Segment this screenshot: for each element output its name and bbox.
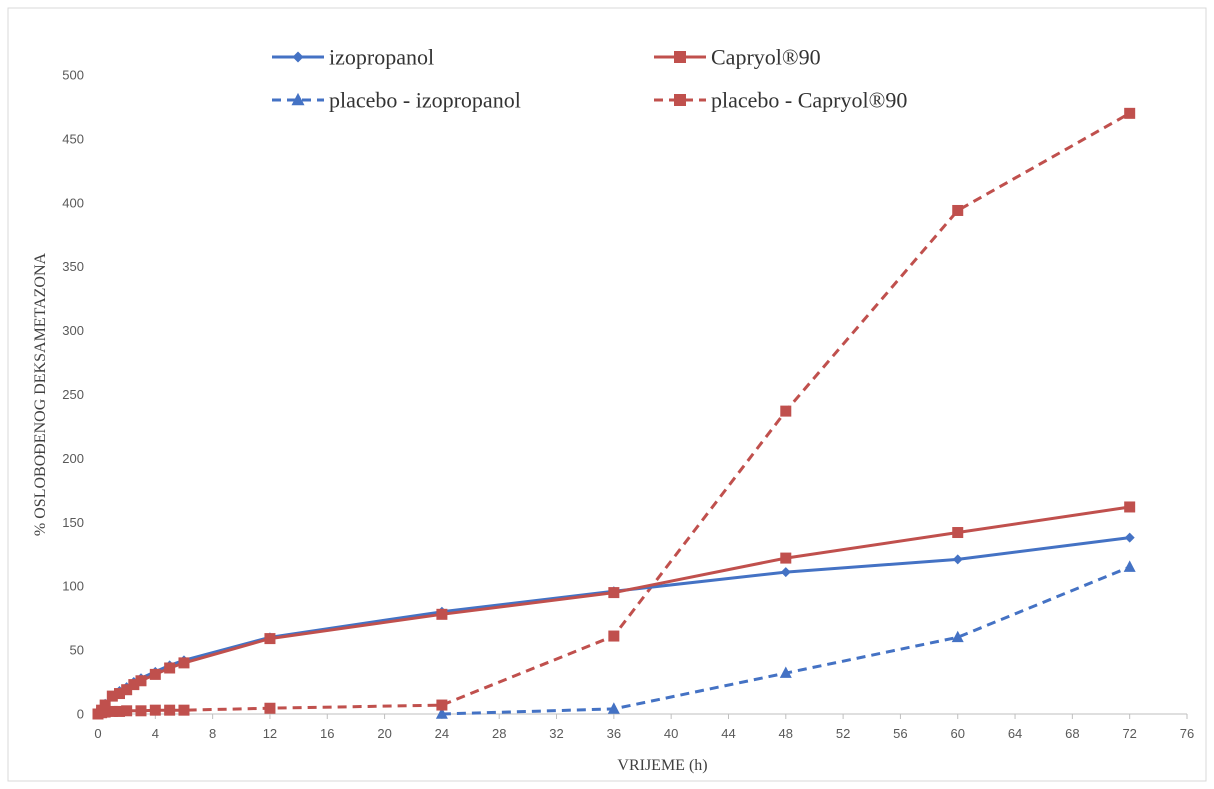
square-marker — [149, 668, 161, 680]
x-tick-label: 28 — [492, 726, 506, 741]
y-tick-label: 150 — [62, 515, 84, 530]
x-tick-label: 32 — [549, 726, 563, 741]
x-tick-label: 56 — [893, 726, 907, 741]
legend-label: Capryol®90 — [711, 45, 821, 70]
square-marker — [178, 657, 190, 669]
square-marker — [113, 705, 125, 717]
y-tick-label: 350 — [62, 259, 84, 274]
square-marker — [1124, 501, 1136, 513]
x-tick-label: 60 — [951, 726, 965, 741]
x-axis-ticks: 0 4 8 12 16 20 24 28 32 36 40 44 48 52 56 60 64 68 72 76 — [94, 714, 1194, 741]
square-marker — [135, 675, 147, 687]
square-marker — [149, 704, 161, 716]
y-tick-label: 450 — [62, 131, 84, 146]
x-tick-label: 0 — [94, 726, 101, 741]
x-tick-label: 8 — [209, 726, 216, 741]
square-marker — [780, 405, 792, 417]
y-tick-label: 100 — [62, 579, 84, 594]
y-tick-label: 400 — [62, 195, 84, 210]
square-marker — [674, 51, 686, 63]
square-marker — [608, 587, 620, 599]
legend-label: izopropanol — [329, 45, 434, 70]
square-marker — [674, 94, 686, 106]
x-tick-label: 68 — [1065, 726, 1079, 741]
square-marker — [178, 704, 190, 716]
square-marker — [113, 688, 125, 700]
x-tick-label: 12 — [263, 726, 277, 741]
series-line — [97, 111, 1131, 716]
square-marker — [128, 679, 140, 691]
x-axis-title: VRIJEME (h) — [617, 757, 707, 774]
series-2 — [435, 560, 1136, 719]
triangle-marker — [1123, 560, 1136, 572]
square-marker — [780, 552, 792, 564]
series-group — [92, 107, 1136, 720]
diamond-marker — [952, 554, 963, 565]
diamond-marker — [292, 51, 304, 63]
x-tick-label: 20 — [377, 726, 391, 741]
legend-item: izopropanol — [272, 45, 434, 70]
square-marker — [135, 705, 147, 717]
square-marker — [164, 662, 176, 674]
x-tick-label: 16 — [320, 726, 334, 741]
legend: izopropanol Capryol®90 placebo - izopropan… — [272, 45, 907, 113]
x-tick-label: 4 — [152, 726, 159, 741]
square-marker — [121, 684, 133, 696]
series-1 — [92, 501, 1136, 720]
square-marker — [952, 204, 964, 216]
square-marker — [264, 633, 276, 645]
y-tick-label: 500 — [62, 68, 84, 83]
square-marker — [1124, 107, 1136, 119]
square-marker — [952, 527, 964, 539]
x-tick-label: 76 — [1180, 726, 1194, 741]
square-marker — [264, 702, 276, 714]
square-marker — [106, 705, 118, 717]
x-tick-label: 72 — [1122, 726, 1136, 741]
triangle-marker — [779, 666, 792, 678]
diamond-marker — [1124, 532, 1135, 543]
y-tick-label: 0 — [77, 707, 84, 722]
legend-item: placebo - Capryol®90 — [654, 88, 907, 113]
y-axis-title: % OSLOBOĐENOG DEKSAMETAZONA — [32, 252, 49, 536]
square-marker — [106, 690, 118, 702]
triangle-marker — [951, 630, 964, 643]
x-tick-label: 24 — [435, 726, 449, 741]
x-tick-label: 44 — [721, 726, 735, 741]
square-marker — [436, 699, 448, 711]
diamond-marker — [780, 567, 791, 578]
square-marker — [608, 630, 620, 642]
square-marker — [436, 608, 448, 620]
legend-item: placebo - izopropanol — [272, 88, 521, 113]
y-tick-label: 300 — [62, 323, 84, 338]
legend-item: Capryol®90 — [654, 45, 821, 70]
legend-label: placebo - Capryol®90 — [711, 88, 907, 113]
x-tick-label: 48 — [779, 726, 793, 741]
square-marker — [121, 705, 133, 717]
x-tick-label: 52 — [836, 726, 850, 741]
axes: 0 4 8 12 16 20 24 28 32 36 40 44 48 52 56 60 64 68 72 76 05… — [62, 68, 1194, 742]
triangle-marker — [291, 92, 305, 106]
x-tick-label: 40 — [664, 726, 678, 741]
square-marker — [164, 704, 176, 716]
triangle-marker — [435, 707, 448, 719]
x-tick-label: 36 — [607, 726, 621, 741]
y-tick-label: 200 — [62, 451, 84, 466]
legend-label: placebo - izopropanol — [329, 88, 521, 113]
y-axis-ticks: 0 50 100 150 200 250 300 350 400 450 500 — [62, 68, 84, 722]
y-tick-label: 250 — [62, 387, 84, 402]
x-tick-label: 64 — [1008, 726, 1022, 741]
triangle-marker — [607, 702, 620, 714]
chart-border — [7, 7, 1207, 782]
square-marker — [99, 699, 111, 711]
y-tick-label: 50 — [70, 643, 84, 658]
